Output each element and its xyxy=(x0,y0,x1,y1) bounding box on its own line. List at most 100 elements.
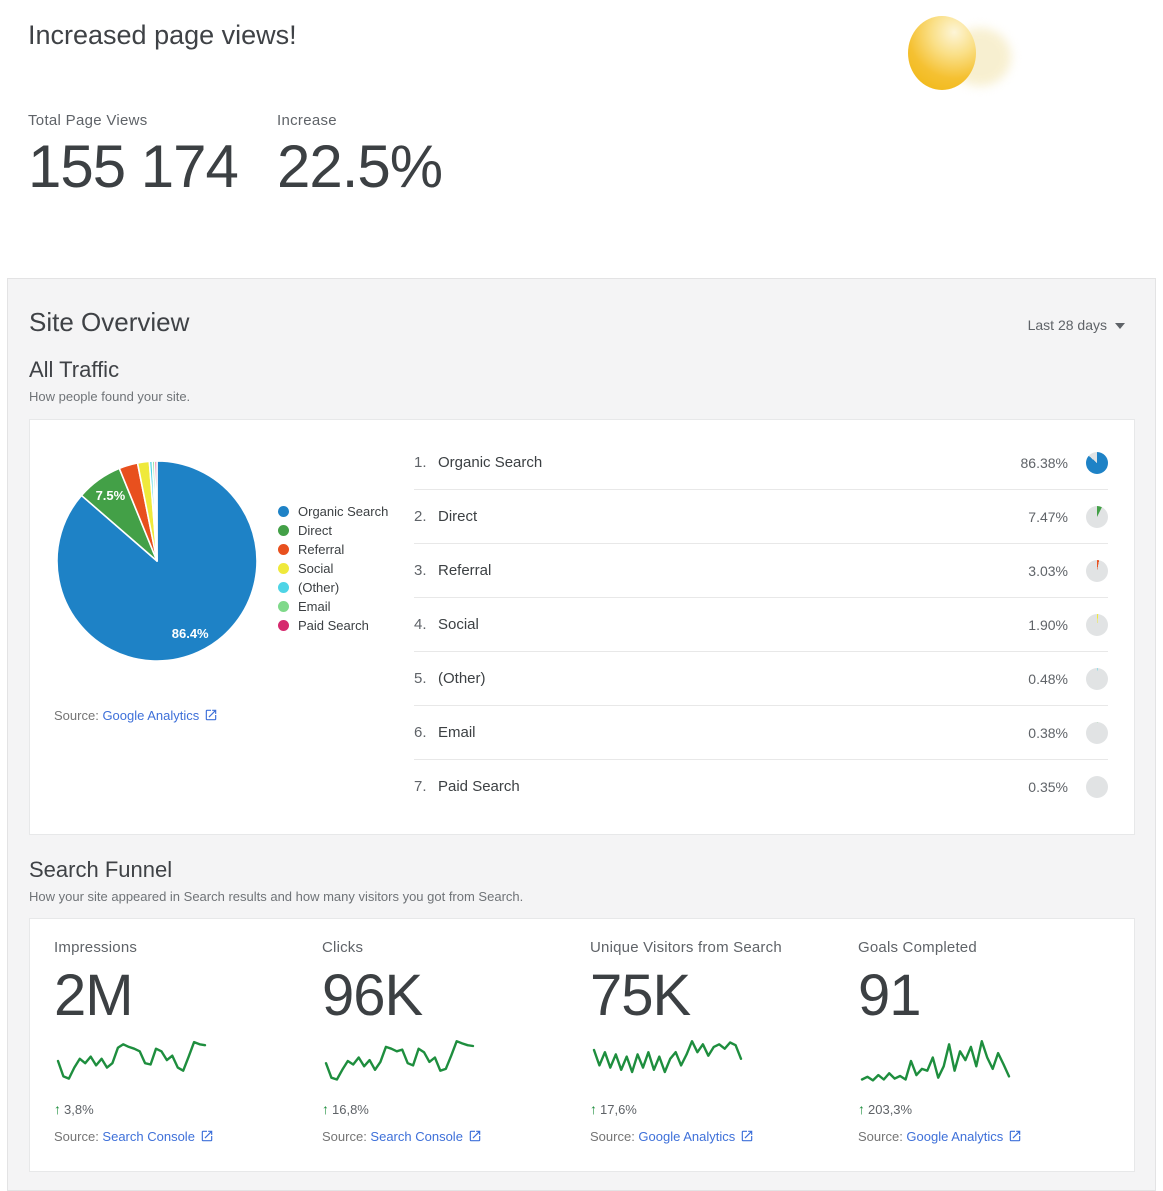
traffic-pie-chart: 86.4% 7.5% xyxy=(56,460,258,662)
row-percent: 7.47% xyxy=(1028,508,1068,525)
row-label: Social xyxy=(438,616,479,633)
source-link-label: Search Console xyxy=(370,1129,463,1145)
legend-item-referral: Referral xyxy=(278,540,388,559)
metric-value: 75K xyxy=(590,963,691,1028)
traffic-row-social: 4. Social 1.90% xyxy=(414,598,1108,652)
metric-value: 96K xyxy=(322,963,423,1028)
legend-label: Email xyxy=(298,599,331,614)
source-link-label: Search Console xyxy=(102,1129,195,1145)
search-funnel-card: Impressions 2M ↑ 3,8% Source: Search Console… xyxy=(29,918,1135,1172)
row-label: (Other) xyxy=(438,670,486,687)
row-index: 3. xyxy=(414,562,427,579)
metric-source-line: Source: Search Console xyxy=(322,1129,590,1144)
metric-clicks: Clicks 96K ↑ 16,8% Source: Search Console xyxy=(322,939,590,1144)
legend-item-direct: Direct xyxy=(278,521,388,540)
metric-label: Goals Completed xyxy=(858,939,977,956)
metric-change-value: 17,6% xyxy=(600,1102,637,1118)
metric-goals-completed: Goals Completed 91 ↑ 203,3% Source: Google A… xyxy=(858,939,1126,1144)
sparkline-path xyxy=(56,1041,207,1080)
legend-dot-icon xyxy=(278,525,289,536)
external-link-icon xyxy=(742,1130,753,1142)
sun-core xyxy=(908,16,976,90)
legend-dot-icon xyxy=(278,601,289,612)
mini-pie-icon xyxy=(1086,667,1108,690)
total-page-views-label: Total Page Views xyxy=(28,112,148,129)
legend-dot-icon xyxy=(278,563,289,574)
row-percent: 0.38% xyxy=(1028,724,1068,741)
mini-pie-icon xyxy=(1086,721,1108,744)
metric-change: ↑ 203,3% xyxy=(858,1101,1126,1117)
legend-label: (Other) xyxy=(298,580,340,595)
up-arrow-icon: ↑ xyxy=(858,1101,865,1118)
metric-label: Clicks xyxy=(322,939,364,956)
google-analytics-link[interactable]: Google Analytics xyxy=(906,1129,1022,1144)
increase-stat: Increase 22.5% xyxy=(277,112,443,200)
traffic-row-other: 5. (Other) 0.48% xyxy=(414,652,1108,706)
source-prefix: Source: xyxy=(590,1129,639,1145)
legend-label: Organic Search xyxy=(298,504,389,519)
up-arrow-icon: ↑ xyxy=(322,1101,329,1118)
row-index: 6. xyxy=(414,724,427,741)
row-label: Paid Search xyxy=(438,778,520,795)
search-console-link[interactable]: Search Console xyxy=(102,1129,214,1144)
google-analytics-link[interactable]: Google Analytics xyxy=(638,1129,754,1144)
metric-value: 91 xyxy=(858,963,922,1028)
source-prefix: Source: xyxy=(858,1129,907,1145)
mini-pie-icon xyxy=(1086,451,1108,474)
row-index: 5. xyxy=(414,670,427,687)
total-page-views-value: 155 174 xyxy=(28,133,239,200)
row-index: 7. xyxy=(414,778,427,795)
metric-source-line: Source: Search Console xyxy=(54,1129,322,1144)
legend-item-email: Email xyxy=(278,597,388,616)
source-link-label: Google Analytics xyxy=(906,1129,1004,1145)
increase-value: 22.5% xyxy=(277,133,443,200)
legend-dot-icon xyxy=(278,506,289,517)
pie-inner-label: 7.5% xyxy=(96,488,126,503)
legend-dot-icon xyxy=(278,620,289,631)
source-link-label: Google Analytics xyxy=(638,1129,736,1145)
row-label: Referral xyxy=(438,562,492,579)
external-link-icon xyxy=(201,1130,213,1142)
all-traffic-subtitle: How people found your site. xyxy=(29,389,191,404)
metric-change: ↑ 17,6% xyxy=(590,1101,858,1117)
date-range-dropdown[interactable]: Last 28 days xyxy=(1028,317,1125,333)
site-overview-title: Site Overview xyxy=(29,307,190,337)
increase-label: Increase xyxy=(277,112,337,129)
site-overview-panel: Site Overview Last 28 days All Traffic H… xyxy=(7,278,1156,1191)
metric-source-line: Source: Google Analytics xyxy=(590,1129,858,1144)
search-funnel-title: Search Funnel xyxy=(29,857,173,882)
legend-item-social: Social xyxy=(278,559,388,578)
mini-pie-icon xyxy=(1086,775,1108,798)
sparkline-chart xyxy=(56,1041,207,1080)
search-funnel-subtitle: How your site appeared in Search results… xyxy=(29,889,524,904)
search-console-link[interactable]: Search Console xyxy=(370,1129,482,1144)
metric-change-value: 203,3% xyxy=(868,1102,913,1118)
row-label: Organic Search xyxy=(438,454,543,471)
pie-legend: Organic Search Direct Referral Social (Other… xyxy=(278,502,388,635)
metric-change: ↑ 3,8% xyxy=(54,1101,322,1117)
sparkline-chart xyxy=(324,1040,475,1081)
google-analytics-link[interactable]: Google Analytics xyxy=(102,708,218,723)
traffic-source-line: Source: Google Analytics xyxy=(54,708,218,723)
legend-label: Social xyxy=(298,561,334,576)
metric-change-value: 3,8% xyxy=(64,1102,94,1118)
sun-icon xyxy=(905,12,1015,104)
traffic-row-referral: 3. Referral 3.03% xyxy=(414,544,1108,598)
date-range-label: Last 28 days xyxy=(1027,317,1107,333)
page-title: Increased page views! xyxy=(28,20,297,50)
up-arrow-icon: ↑ xyxy=(54,1101,61,1118)
all-traffic-card: 86.4% 7.5% Organic Search Direct Referral So… xyxy=(29,419,1135,835)
funnel-metrics: Impressions 2M ↑ 3,8% Source: Search Console… xyxy=(30,919,1134,1144)
source-prefix: Source: xyxy=(322,1129,371,1145)
metric-impressions: Impressions 2M ↑ 3,8% Source: Search Console xyxy=(54,939,322,1144)
sparkline-path xyxy=(860,1040,1011,1082)
sparkline-chart xyxy=(860,1040,1011,1082)
source-prefix: Source: xyxy=(54,708,99,723)
legend-item-other: (Other) xyxy=(278,578,388,597)
source-prefix: Source: xyxy=(54,1129,103,1145)
legend-item-paid-search: Paid Search xyxy=(278,616,388,635)
external-link-icon xyxy=(469,1130,481,1142)
legend-dot-icon xyxy=(278,582,289,593)
mini-pie-icon xyxy=(1086,559,1108,582)
